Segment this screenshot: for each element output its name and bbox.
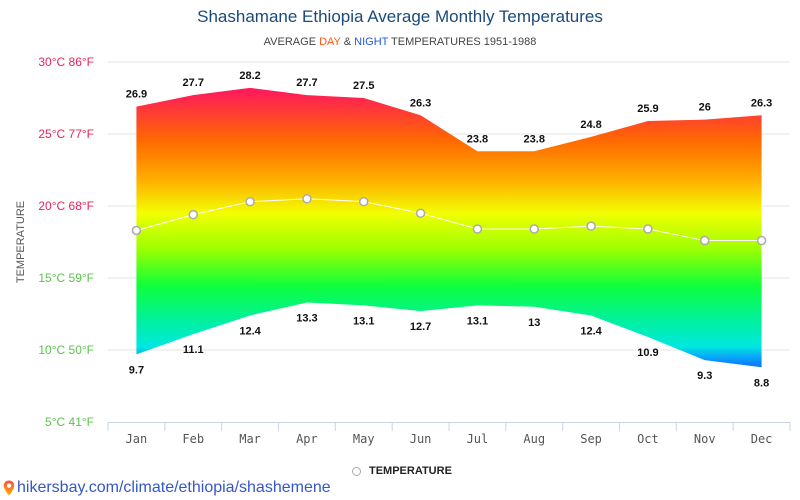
- y-tick-label: 25°C 77°F: [38, 127, 94, 141]
- y-tick-label: 20°C 68°F: [38, 199, 94, 213]
- chart-title: Shashamane Ethiopia Average Monthly Temp…: [197, 7, 603, 26]
- y-axis-label: TEMPERATURE: [15, 201, 27, 283]
- average-point: [188, 209, 198, 220]
- x-tick-label: Jan: [126, 432, 148, 446]
- average-points: [131, 194, 767, 246]
- night-data-label: 11.1: [183, 344, 204, 356]
- average-point: [131, 225, 142, 236]
- day-data-label: 26.3: [410, 97, 431, 109]
- day-data-label: 23.8: [524, 133, 545, 145]
- y-tick-label: 30°C 86°F: [38, 55, 94, 69]
- night-labels: 9.7 11.1 12.4 13.3 13.1 12.7 13.1 13 12.4 10.9 9.3…: [129, 312, 769, 389]
- chart-subtitle: AVERAGE DAY & NIGHT TEMPERATURES 1951-19…: [0, 36, 800, 48]
- average-line: [136, 198, 762, 242]
- x-axis: Jan Feb Mar Apr May Jun Jul Aug Sep Oct Nov Dec: [107, 422, 791, 446]
- average-point: [700, 235, 710, 246]
- x-tick-label: Nov: [694, 432, 716, 446]
- y-tick-label: 15°C 59°F: [38, 271, 94, 285]
- y-tick-label: 5°C 41°F: [45, 415, 94, 429]
- average-point: [302, 194, 312, 204]
- average-point: [415, 208, 426, 218]
- x-tick-label: May: [353, 432, 375, 446]
- day-night-area: [136, 87, 762, 368]
- average-point: [359, 196, 369, 207]
- average-point: [245, 196, 255, 207]
- legend-item-temperature[interactable]: TEMPERATURE: [352, 465, 452, 477]
- average-point: [643, 224, 653, 234]
- legend-label: TEMPERATURE: [369, 465, 452, 477]
- subtitle-suffix: TEMPERATURES 1951-1988: [388, 36, 537, 48]
- legend-marker-icon: [352, 466, 361, 476]
- day-data-label: 23.8: [467, 133, 488, 145]
- subtitle-prefix: AVERAGE: [263, 36, 320, 48]
- day-data-label: 27.7: [296, 77, 317, 89]
- source-link[interactable]: hikersbay.com/climate/ethiopia/shashemen…: [3, 479, 331, 497]
- day-data-label: 26: [699, 102, 711, 114]
- night-data-label: 9.7: [129, 364, 144, 376]
- subtitle-night: NIGHT: [354, 36, 389, 48]
- day-data-label: 24.8: [580, 119, 601, 131]
- night-data-label: 13: [528, 317, 540, 329]
- source-text: hikersbay.com/climate/ethiopia/shashemen…: [17, 479, 331, 496]
- average-point: [586, 221, 596, 231]
- night-data-label: 13.1: [353, 315, 374, 327]
- x-tick-label: Mar: [239, 432, 261, 446]
- day-data-label: 27.5: [353, 80, 374, 92]
- average-point: [756, 235, 767, 246]
- night-data-label: 9.3: [697, 370, 712, 382]
- y-axis: 30°C 86°F 25°C 77°F 20°C 68°F 15°C 59°F 10°C…: [38, 55, 94, 429]
- night-data-label: 12.4: [580, 325, 602, 337]
- x-tick-label: Aug: [523, 432, 545, 446]
- subtitle-day: DAY: [319, 36, 341, 48]
- night-data-label: 8.8: [754, 377, 769, 389]
- y-tick-label: 10°C 50°F: [38, 343, 94, 357]
- x-tick-label: Oct: [637, 432, 659, 446]
- night-data-label: 13.1: [467, 315, 488, 327]
- day-data-label: 26.3: [751, 97, 772, 109]
- x-tick-label: Dec: [751, 432, 773, 446]
- night-data-label: 10.9: [637, 347, 658, 359]
- x-tick-label: Feb: [182, 432, 204, 446]
- x-tick-label: Jun: [410, 432, 432, 446]
- average-point: [529, 224, 539, 234]
- day-labels: 26.9 27.7 28.2 27.7 27.5 26.3 23.8 23.8 24.8 25.9…: [126, 70, 773, 145]
- night-data-label: 13.3: [296, 312, 317, 324]
- x-tick-label: Sep: [580, 432, 602, 446]
- day-data-label: 25.9: [637, 103, 658, 115]
- x-tick-label: Apr: [296, 432, 318, 446]
- night-data-label: 12.4: [239, 325, 261, 337]
- day-data-label: 26.9: [126, 89, 147, 101]
- night-data-label: 12.7: [410, 321, 431, 333]
- subtitle-amp: &: [340, 36, 355, 48]
- average-point: [472, 224, 483, 234]
- day-data-label: 27.7: [183, 77, 204, 89]
- day-data-label: 28.2: [239, 70, 260, 82]
- x-tick-label: Jul: [467, 432, 489, 446]
- map-pin-icon: [3, 480, 15, 496]
